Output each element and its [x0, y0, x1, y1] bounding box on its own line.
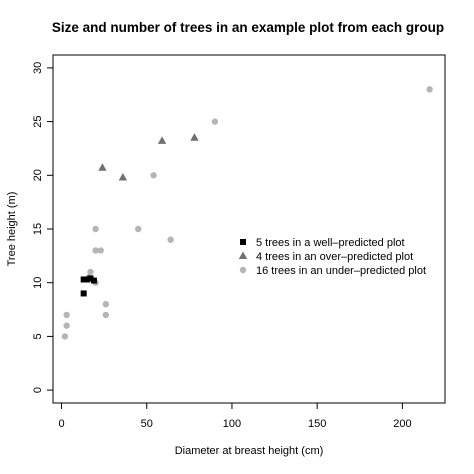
data-point — [135, 225, 142, 233]
data-point — [80, 290, 87, 297]
legend-label: 5 trees in a well–predicted plot — [256, 237, 405, 249]
data-point — [102, 311, 110, 319]
y-tick-label: 30 — [32, 62, 44, 74]
data-point — [92, 225, 99, 233]
y-tick-label: 0 — [32, 387, 44, 393]
data-point — [97, 247, 104, 254]
x-tick-label: 200 — [393, 418, 411, 430]
y-tick-label: 25 — [32, 115, 44, 127]
legend-label: 4 trees in an over–predicted plot — [256, 251, 413, 263]
data-point — [87, 275, 94, 282]
legend-marker — [238, 251, 248, 259]
data-point — [157, 136, 167, 144]
data-point — [211, 118, 219, 125]
data-point — [150, 172, 157, 179]
y-tick-label: 10 — [32, 277, 44, 289]
x-tick-label: 50 — [141, 418, 153, 430]
legend-marker — [240, 239, 246, 245]
y-axis: 0 5 10 15 20 25 30 — [32, 62, 53, 393]
y-tick-label: 5 — [32, 333, 44, 339]
data-point — [87, 268, 94, 276]
data-point — [80, 276, 87, 283]
data-point — [190, 133, 199, 141]
x-axis-label: Diameter at breast height (cm) — [175, 445, 324, 457]
data-point — [426, 86, 433, 93]
data-point — [61, 333, 69, 340]
data-points — [61, 86, 433, 340]
legend-label: 16 trees in an under–predicted plot — [256, 265, 426, 277]
data-point — [98, 163, 107, 171]
x-axis: 0 50 100 150 200 — [58, 403, 412, 430]
data-point — [118, 172, 128, 181]
chart-title: Size and number of trees in an example p… — [52, 20, 444, 35]
data-point — [167, 236, 174, 243]
y-tick-label: 15 — [32, 223, 44, 235]
x-tick-label: 0 — [58, 418, 64, 430]
y-axis-label: Tree height (m) — [6, 192, 18, 267]
data-point — [63, 322, 70, 329]
y-tick-label: 20 — [32, 169, 44, 181]
data-point — [90, 277, 97, 284]
legend-marker — [239, 266, 247, 274]
data-point — [92, 247, 99, 254]
plot-frame — [52, 54, 446, 404]
legend: 5 trees in a well–predicted plot 4 trees … — [238, 237, 426, 277]
x-tick-label: 100 — [223, 418, 241, 430]
data-point — [63, 311, 70, 319]
x-tick-label: 150 — [308, 418, 326, 430]
data-point — [102, 300, 110, 308]
data-point — [84, 276, 91, 283]
